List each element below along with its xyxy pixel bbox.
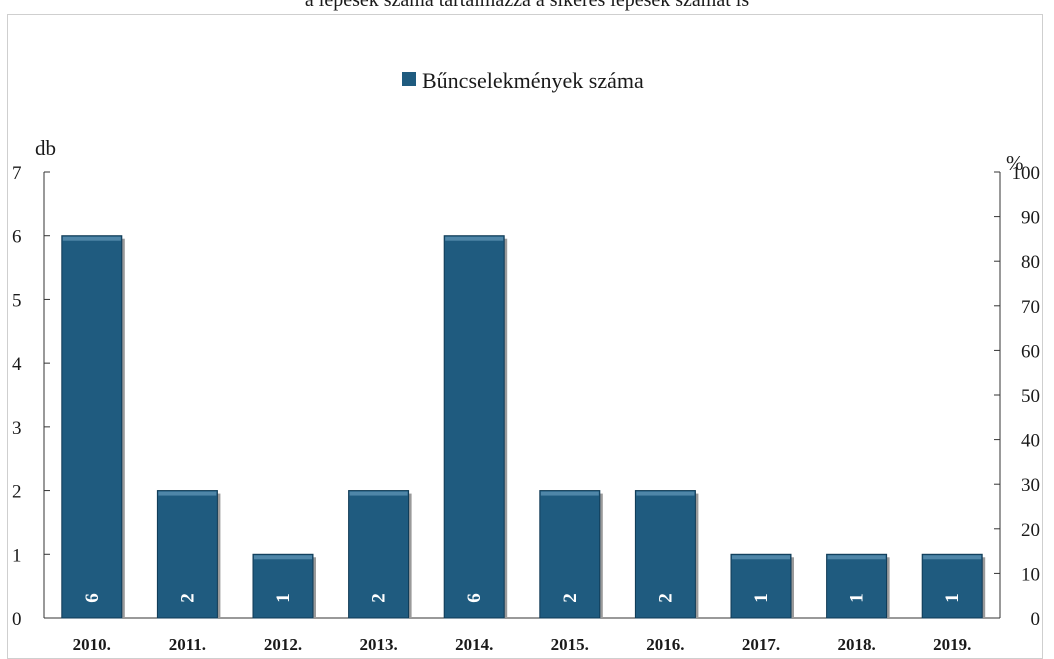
- y-right-tick-label: 80: [1021, 252, 1040, 273]
- y-right-tick-label: 40: [1021, 431, 1040, 452]
- bar: [921, 553, 983, 619]
- y-left-tick-label: 5: [12, 290, 22, 311]
- bar-data-label: 6: [464, 593, 485, 603]
- bar-data-label: 2: [655, 593, 676, 603]
- bar-data-label: 1: [942, 593, 963, 603]
- x-tick-label: 2011.: [169, 635, 206, 654]
- bar-data-label: 1: [751, 593, 772, 603]
- y-right-tick-label: 90: [1021, 208, 1040, 229]
- x-tick-label: 2012.: [264, 635, 302, 654]
- y-left-tick-label: 4: [12, 354, 22, 375]
- bars: [61, 235, 986, 619]
- y-left-tick-label: 1: [12, 545, 22, 566]
- y-left-tick-label: 0: [12, 609, 22, 630]
- bar: [443, 235, 505, 619]
- y-right-tick-label: 60: [1021, 341, 1040, 362]
- y-left-unit: db: [35, 136, 56, 160]
- legend-label: Bűncselekmények száma: [422, 68, 644, 93]
- x-tick-label: 2015.: [551, 635, 589, 654]
- x-tick-label: 2018.: [837, 635, 875, 654]
- bar: [348, 490, 410, 619]
- bar-bevel: [732, 555, 790, 560]
- bar-data-label: 2: [177, 593, 198, 603]
- y-right-tick-label: 20: [1021, 520, 1040, 541]
- legend: Bűncselekmények száma: [402, 68, 644, 93]
- bar-data-label: 2: [560, 593, 581, 603]
- bar-bevel: [827, 555, 886, 560]
- y-right-tick-label: 100: [1012, 163, 1041, 184]
- x-tick-label: 2016.: [646, 635, 684, 654]
- bar-bevel: [62, 236, 121, 241]
- bar-bevel: [445, 236, 504, 241]
- legend-swatch: [402, 72, 416, 86]
- y-right-tick-label: 0: [1031, 609, 1041, 630]
- x-tick-label: 2017.: [742, 635, 780, 654]
- bar: [61, 235, 123, 619]
- bar-bevel: [158, 491, 217, 496]
- y-right-tick-label: 50: [1021, 386, 1040, 407]
- bar: [730, 553, 792, 619]
- x-tick-label: 2013.: [359, 635, 397, 654]
- bar-data-label: 6: [82, 593, 103, 603]
- bar: [634, 490, 696, 619]
- bar-data-label: 2: [369, 593, 390, 603]
- x-tick-label: 2014.: [455, 635, 493, 654]
- y-right-unit: %: [1006, 151, 1024, 175]
- y-left-tick-label: 2: [12, 482, 22, 503]
- bar-bevel: [636, 491, 695, 496]
- y-left-tick-label: 3: [12, 418, 22, 439]
- bar: [252, 553, 314, 619]
- chart-caption: a lépések száma tartalmazza a sikeres lé…: [304, 0, 750, 11]
- bar: [156, 490, 218, 619]
- bar-data-label: 1: [273, 593, 294, 603]
- bar-data-label: 1: [847, 593, 868, 603]
- bar-bevel: [540, 491, 599, 496]
- y-right-tick-label: 30: [1021, 475, 1040, 496]
- bar-bevel: [349, 491, 408, 496]
- y-left-tick-label: 6: [12, 227, 22, 248]
- bar-bevel: [923, 555, 982, 560]
- bar: [826, 553, 888, 619]
- y-left-tick-label: 7: [12, 163, 22, 184]
- bar-bevel: [254, 555, 312, 560]
- y-right-tick-label: 70: [1021, 297, 1040, 318]
- x-tick-label: 2019.: [933, 635, 971, 654]
- y-right-tick-label: 10: [1021, 564, 1040, 585]
- bar: [539, 490, 601, 619]
- x-tick-label: 2010.: [73, 635, 111, 654]
- labels: 6 2010. 2 2011. 1 2012. 2 2013. 6 2014. 2 2015. 2 201…: [73, 593, 972, 654]
